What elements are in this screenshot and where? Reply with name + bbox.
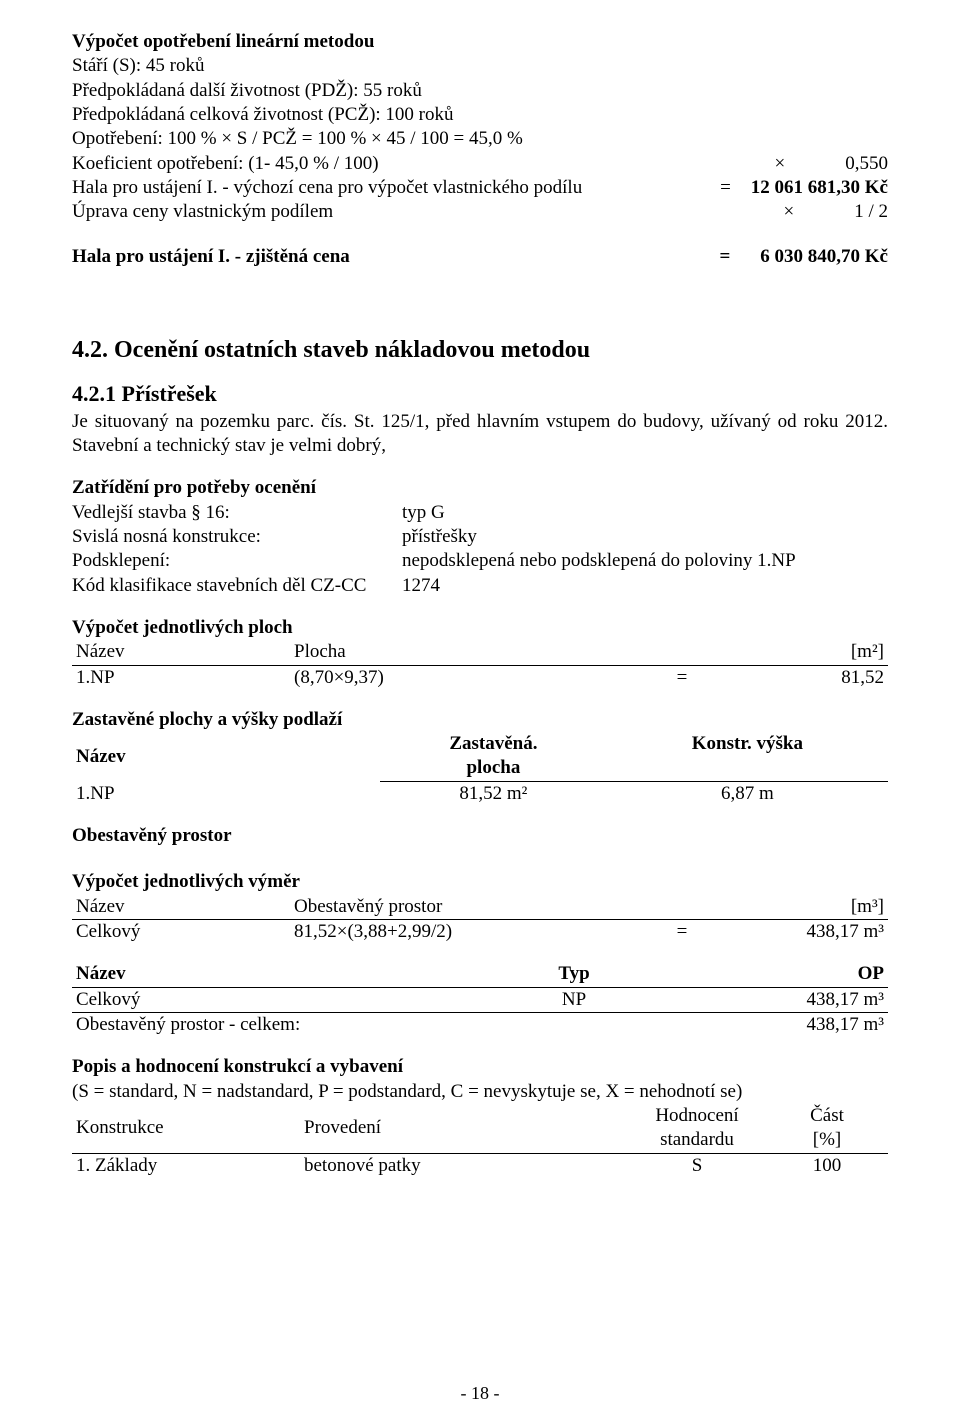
zatr-l-2: Podsklepení:	[72, 549, 402, 573]
uprava-sign: ×	[784, 200, 795, 224]
konst-row-4: 100	[766, 1153, 888, 1178]
konst-hdr-1: Konstrukce	[72, 1104, 300, 1153]
zatr-l-3: Kód klasifikace stavebních děl CZ-CC	[72, 574, 402, 598]
section-4-2-heading: 4.2. Ocenění ostatních staveb nákladovou…	[72, 335, 888, 366]
zatr-l-1: Svislá nosná konstrukce:	[72, 525, 402, 549]
konst-row-3: S	[628, 1153, 766, 1178]
vjv-row-2: 81,52×(3,88+2,99/2)	[290, 920, 648, 945]
op-celk-l: Obestavěný prostor - celkem:	[72, 1012, 480, 1037]
zjistena-label: Hala pro ustájení I. - zjištěná cena	[72, 245, 350, 269]
zatrideni-block: Vedlejší stavba § 16:typ G Svislá nosná …	[72, 501, 888, 598]
zatr-v-3: 1274	[402, 574, 440, 598]
zp-hdr-1: Název	[72, 732, 380, 781]
vjp-row-3: =	[648, 665, 716, 690]
popis-heading: Popis a hodnocení konstrukcí a vybavení	[72, 1055, 888, 1079]
pdz-line: Předpokládaná další životnost (PDŽ): 55 …	[72, 79, 888, 103]
typ-table: Název Typ OP Celkový NP 438,17 m³ Obesta…	[72, 962, 888, 1037]
zp-row-3: 6,87 m	[607, 781, 888, 806]
konst-hdr-4a: Část	[770, 1104, 884, 1128]
vjp-hdr-1: Název	[72, 640, 290, 665]
opotrebeni-line: Opotřebení: 100 % × S / PCŽ = 100 % × 45…	[72, 127, 888, 151]
vjp-heading: Výpočet jednotlivých ploch	[72, 616, 888, 640]
typ-row-1: Celkový	[72, 987, 480, 1012]
zp-hdr-3: Konstr. výška	[607, 732, 888, 781]
vychozi-label: Hala pro ustájení I. - výchozí cena pro …	[72, 176, 582, 200]
konst-row-2: betonové patky	[300, 1153, 628, 1178]
vjp-hdr-2: Plocha	[290, 640, 648, 665]
koef-val: 0,550	[845, 152, 888, 176]
zp-row-1: 1.NP	[72, 781, 380, 806]
vjp-hdr-4: [m²]	[716, 640, 888, 665]
zp-hdr-2a: Zastavěná.	[384, 732, 603, 756]
opotrebeni-heading: Výpočet opotřebení lineární metodou	[72, 30, 888, 54]
typ-hdr-2: Typ	[480, 962, 668, 987]
uprava-row: Úprava ceny vlastnickým podílem × 1 / 2	[72, 200, 888, 224]
uprava-val: 1 / 2	[854, 200, 888, 224]
vjv-hdr-1: Název	[72, 895, 290, 920]
page-number: - 18 -	[0, 1382, 960, 1405]
vjv-heading: Výpočet jednotlivých výměr	[72, 870, 888, 894]
pristresek-description: Je situovaný na pozemku parc. čís. St. 1…	[72, 410, 888, 459]
typ-row-3: 438,17 m³	[668, 987, 888, 1012]
konst-hdr-2: Provedení	[300, 1104, 628, 1153]
vjp-row-1: 1.NP	[72, 665, 290, 690]
konst-row-1: 1. Základy	[72, 1153, 300, 1178]
typ-hdr-1: Název	[72, 962, 480, 987]
zatr-l-0: Vedlejší stavba § 16:	[72, 501, 402, 525]
zatrideni-heading: Zatřídění pro potřeby ocenění	[72, 476, 888, 500]
pcz-line: Předpokládaná celková životnost (PCŽ): 1…	[72, 103, 888, 127]
stari-line: Stáří (S): 45 roků	[72, 54, 888, 78]
vjv-row-4: 438,17 m³	[716, 920, 888, 945]
vychozi-row: Hala pro ustájení I. - výchozí cena pro …	[72, 176, 888, 200]
op-heading: Obestavěný prostor	[72, 824, 888, 848]
zp-heading: Zastavěné plochy a výšky podlaží	[72, 708, 888, 732]
vjv-hdr-4: [m³]	[716, 895, 888, 920]
vymer-table: Název Obestavěný prostor [m³] Celkový 81…	[72, 895, 888, 945]
op-celk-v: 438,17 m³	[668, 1012, 888, 1037]
vysky-table: Název Zastavěná. plocha Konstr. výška 1.…	[72, 732, 888, 806]
zatr-v-2: nepodsklepená nebo podsklepená do polovi…	[402, 549, 796, 573]
section-4-2-1-heading: 4.2.1 Přístřešek	[72, 380, 888, 408]
vychozi-val: 12 061 681,30 Kč	[751, 176, 888, 200]
zjistena-val: 6 030 840,70 Kč	[760, 245, 888, 269]
zp-hdr-2b: plocha	[384, 756, 603, 780]
koef-label: Koeficient opotřebení: (1- 45,0 % / 100)	[72, 152, 379, 176]
vjv-row-1: Celkový	[72, 920, 290, 945]
vjp-row-2: (8,70×9,37)	[290, 665, 648, 690]
zatr-v-0: typ G	[402, 501, 445, 525]
zjistena-row: Hala pro ustájení I. - zjištěná cena = 6…	[72, 245, 888, 269]
koef-sign: ×	[775, 152, 786, 176]
vjv-hdr-2: Obestavěný prostor	[290, 895, 648, 920]
konst-hdr-3a: Hodnocení	[632, 1104, 762, 1128]
typ-row-2: NP	[480, 987, 668, 1012]
plocha-table: Název Plocha [m²] 1.NP (8,70×9,37) = 81,…	[72, 640, 888, 690]
zatr-v-1: přístřešky	[402, 525, 477, 549]
konst-hdr-3b: standardu	[632, 1128, 762, 1152]
konst-hdr-4b: [%]	[770, 1128, 884, 1152]
konstrukce-table: Konstrukce Provedení Hodnocení standardu…	[72, 1104, 888, 1178]
vjv-row-3: =	[648, 920, 716, 945]
koef-row: Koeficient opotřebení: (1- 45,0 % / 100)…	[72, 152, 888, 176]
popis-legend: (S = standard, N = nadstandard, P = pods…	[72, 1080, 888, 1104]
vychozi-sign: =	[720, 176, 731, 200]
uprava-label: Úprava ceny vlastnickým podílem	[72, 200, 333, 224]
zjistena-sign: =	[719, 245, 730, 269]
vjp-row-4: 81,52	[716, 665, 888, 690]
typ-hdr-3: OP	[668, 962, 888, 987]
zp-row-2: 81,52 m²	[380, 781, 607, 806]
